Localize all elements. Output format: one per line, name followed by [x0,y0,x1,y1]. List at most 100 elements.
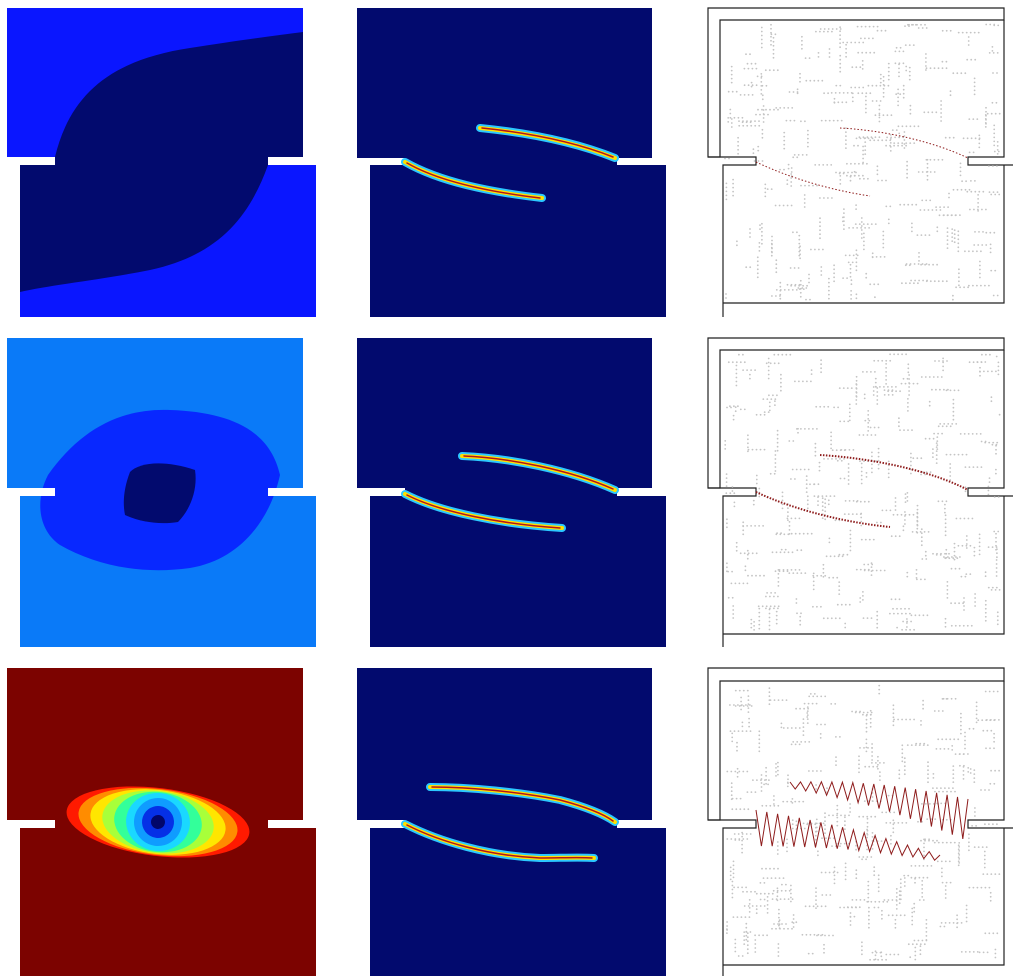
vector-dot [941,841,944,844]
vector-dot [929,67,932,70]
vector-dot [814,838,817,841]
vector-dot [806,822,809,825]
vector-dot [737,152,739,155]
vector-dot [734,410,737,413]
vector-dot [845,135,847,138]
vector-dot [955,517,958,520]
vector-dot [791,898,794,900]
vector-dot [873,359,876,362]
vector-dot [823,92,825,95]
vector-dot [877,878,880,881]
vector-dot [849,912,852,914]
vector-dot [973,554,976,557]
vector-dot [759,892,762,895]
vector-dot [844,603,847,606]
vector-dot [897,612,899,615]
vector-dot [823,30,825,33]
vector-dot [739,408,742,411]
vector-dot [768,405,771,408]
vector-dot [772,44,775,47]
vector-dot [726,925,728,927]
vector-dot [877,139,880,142]
vector-dot [988,165,990,167]
vector-dot [774,400,776,402]
vector-dot [889,509,892,512]
vector-dot [789,267,792,269]
vector-dot [833,268,835,271]
vector-dot [833,264,835,267]
vector-dot [802,822,805,825]
vector-dot [747,446,749,449]
vector-dot [859,710,861,713]
vector-dot [958,268,960,271]
vector-dot [925,53,927,55]
vector-dot [825,555,828,558]
vector-dot [790,181,793,183]
vector-dot [815,822,818,825]
vector-dot [874,377,877,380]
vector-dot [774,204,777,207]
vector-dot [737,833,740,835]
vector-dot [909,612,911,615]
vector-dot [779,289,782,292]
vector-dot [877,455,880,458]
vector-dot [741,843,743,846]
vector-dot [839,175,842,177]
vector-dot [922,699,924,702]
vector-dot [783,107,786,109]
vector-dot [901,744,904,747]
vector-dot [869,92,872,95]
vector-dot [859,597,862,599]
vector-dot [987,586,990,589]
vector-dot [936,448,939,450]
vector-dot [876,618,879,621]
vector-dot [879,771,881,773]
vector-dot [810,373,813,375]
vector-dot [747,94,750,96]
vector-dot [949,463,952,465]
vector-dot [824,824,826,827]
vector-dot [905,822,908,824]
vector-dot [939,423,942,425]
vector-dot [810,369,813,371]
vector-dot [863,569,866,572]
vector-dot [864,141,867,144]
vector-dot [785,923,787,925]
vector-dot [933,432,935,435]
vector-dot [973,244,976,246]
vector-dot [776,887,779,890]
vector-dot [988,932,991,935]
vector-dot [778,912,780,915]
vector-dot [846,277,848,279]
vector-dot [917,263,920,265]
vector-dot [918,899,921,901]
vector-dot [833,866,836,869]
vector-dot [746,705,749,707]
vector-dot [871,755,873,757]
vector-dot [783,927,785,930]
vector-dot [883,762,885,764]
vector-dot [761,230,763,233]
vector-dot [812,580,815,583]
vector-dot [733,833,736,835]
crack-vectors-upper [789,780,969,839]
vector-dot [741,886,743,889]
vector-dot [798,743,801,746]
vector-dot [755,67,758,70]
vector-dot [914,954,917,957]
vector-dot [775,771,777,773]
vector-dot [897,822,900,824]
vector-dot [978,134,981,137]
vector-dot [890,842,892,845]
vector-dot [834,519,837,522]
vector-dot [760,42,763,45]
vector-dot [957,844,960,847]
vector-dot [893,144,895,147]
vector-dot [973,31,976,34]
vector-dot [915,943,918,946]
vector-dot [860,482,863,485]
vector-dot [776,889,779,892]
vector-dot [727,596,730,599]
vector-dot [801,287,804,289]
vector-dot [802,288,805,290]
